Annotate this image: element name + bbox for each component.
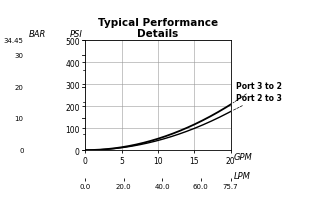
Title: Typical Performance
Details: Typical Performance Details	[98, 18, 218, 39]
Text: 34.45: 34.45	[4, 38, 24, 44]
Text: 20: 20	[15, 84, 24, 90]
Text: PSI: PSI	[69, 30, 82, 39]
Text: BAR: BAR	[28, 30, 46, 39]
Text: 30: 30	[15, 53, 24, 59]
Text: 0: 0	[19, 147, 24, 153]
Text: 10: 10	[15, 116, 24, 122]
Text: LPM: LPM	[234, 171, 251, 180]
Text: Port 3 to 2: Port 3 to 2	[233, 81, 283, 103]
Text: Port 2 to 3: Port 2 to 3	[233, 93, 283, 111]
Text: GPM: GPM	[234, 152, 252, 161]
